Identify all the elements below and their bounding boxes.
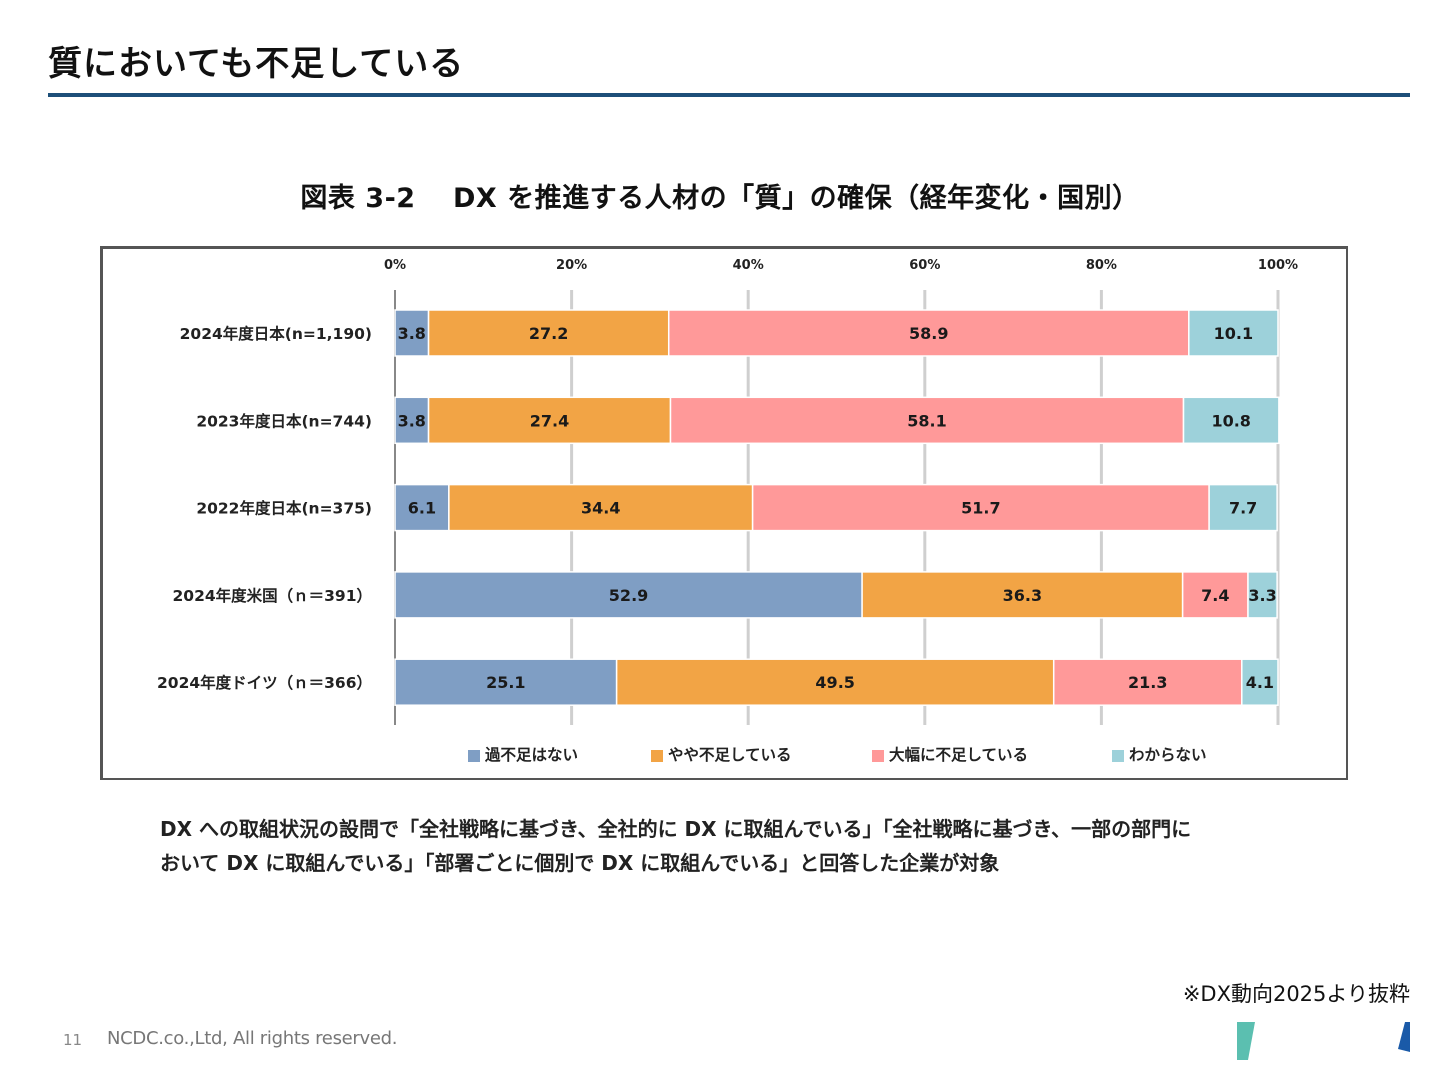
legend-item: 過不足はない (468, 746, 578, 764)
bar-segment (394, 658, 618, 706)
data-label: 7.4 (1201, 586, 1229, 605)
data-label: 7.7 (1229, 499, 1257, 518)
data-label: 49.5 (815, 673, 854, 692)
x-tick-label: 0% (384, 258, 406, 273)
blue-accent-shape (1398, 1022, 1410, 1052)
data-label: 51.7 (961, 499, 1000, 518)
legend-swatch (872, 750, 884, 762)
bar-row: 3.8 27.4 58.1 10.8 (394, 396, 1280, 445)
category-labels: 2024年度日本(n=1,190) 2023年度日本(n=744) 2022年度日本… (157, 324, 372, 692)
page-number: 11 (63, 1031, 83, 1049)
legend-swatch (1112, 750, 1124, 762)
bar-segment (1182, 396, 1280, 445)
category-label: 2023年度日本(n=744) (196, 411, 372, 430)
survey-note: DX への取組状況の設問で「全社戦略に基づき、全社的に DX に取組んでいる」「… (160, 812, 1360, 880)
legend-label: わからない (1129, 746, 1207, 764)
data-label: 36.3 (1003, 586, 1042, 605)
category-label: 2024年度日本(n=1,190) (180, 324, 372, 343)
chart-title: 図表 3-2 DX を推進する人材の「質」の確保（経年変化・国別） (300, 183, 1140, 214)
bar-segment (394, 483, 450, 532)
data-label: 3.8 (398, 411, 426, 430)
category-label: 2024年度ドイツ（ｎ＝366） (157, 673, 372, 692)
legend-item: 大幅に不足している (872, 745, 1028, 764)
legend-item: やや不足している (651, 746, 792, 764)
bar-segment (1241, 658, 1279, 706)
bar-segment (615, 658, 1055, 706)
data-label: 58.1 (907, 411, 946, 430)
bar-segment (669, 396, 1185, 445)
legend-label: やや不足している (668, 746, 792, 764)
title-underline (48, 93, 1410, 97)
bar-segment (448, 483, 754, 532)
legend-label: 大幅に不足している (889, 745, 1028, 764)
copyright-text: NCDC.co.,Ltd, All rights reserved. (107, 1028, 398, 1049)
bar-segment (1181, 571, 1249, 619)
page-title: 質においても不足している (48, 44, 465, 84)
data-label: 4.1 (1246, 673, 1274, 692)
source-note: ※DX動向2025より抜粋 (1182, 982, 1410, 1006)
legend-swatch (468, 750, 480, 762)
bar-segment (1208, 483, 1278, 532)
data-label: 21.3 (1128, 673, 1167, 692)
bar-row: 25.1 49.5 21.3 4.1 (394, 658, 1279, 706)
decorative-shapes (1237, 1022, 1410, 1060)
teal-accent-shape (1237, 1022, 1255, 1060)
x-tick-label: 100% (1258, 258, 1298, 273)
bar-row: 3.8 27.2 58.9 10.1 (394, 309, 1279, 357)
x-tick-label: 80% (1086, 258, 1117, 273)
data-label: 3.8 (398, 324, 426, 343)
x-tick-label: 60% (909, 258, 940, 273)
category-label: 2024年度米国（ｎ＝391） (173, 586, 373, 605)
bar-segment (394, 396, 430, 445)
x-tick-label: 20% (556, 258, 587, 273)
legend-swatch (651, 750, 663, 762)
bar-segment (1188, 309, 1279, 357)
data-label: 58.9 (909, 324, 948, 343)
data-label: 34.4 (581, 499, 620, 518)
note-line-1: DX への取組状況の設問で「全社戦略に基づき、全社的に DX に取組んでいる」「… (160, 817, 1192, 841)
legend-label: 過不足はない (484, 746, 578, 764)
data-label: 6.1 (408, 499, 436, 518)
data-label: 10.1 (1214, 324, 1253, 343)
bar-row: 52.9 36.3 7.4 3.3 (394, 571, 1278, 619)
x-tick-label: 40% (733, 258, 764, 273)
x-axis-tick-labels: 0% 20% 40% 60% 80% 100% (384, 258, 1298, 273)
data-label: 10.8 (1211, 411, 1250, 430)
bars: 3.8 27.2 58.9 10.1 3.8 27.4 58.1 10.8 6.1 34.4 51.… (394, 309, 1280, 706)
data-label: 52.9 (609, 586, 648, 605)
data-label: 27.2 (529, 324, 568, 343)
bar-segment (861, 571, 1184, 619)
bar-segment (751, 483, 1210, 532)
legend: 過不足はない やや不足している 大幅に不足している わからない (468, 745, 1207, 764)
data-label: 3.3 (1248, 586, 1276, 605)
bar-row: 6.1 34.4 51.7 7.7 (394, 483, 1278, 532)
category-label: 2022年度日本(n=375) (196, 499, 372, 518)
data-label: 25.1 (486, 673, 525, 692)
legend-item: わからない (1112, 746, 1207, 764)
bar-segment (1247, 571, 1278, 619)
note-line-2: おいて DX に取組んでいる」「部署ごとに個別で DX に取組んでいる」と回答し… (160, 851, 1000, 875)
bar-segment (394, 571, 863, 619)
bar-segment (427, 396, 672, 445)
data-label: 27.4 (530, 411, 569, 430)
